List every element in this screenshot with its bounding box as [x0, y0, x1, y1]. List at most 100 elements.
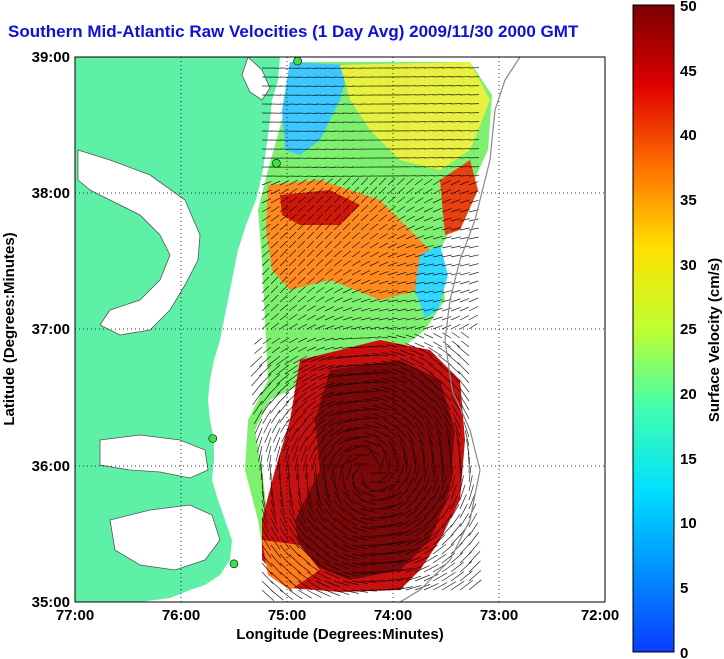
velocity-vector — [441, 514, 453, 528]
velocity-vector — [324, 535, 339, 546]
velocity-vector — [289, 346, 299, 353]
velocity-vector — [351, 204, 360, 213]
velocity-vector — [405, 575, 422, 582]
y-tick-labels: 39:00 38:00 37:00 36:00 35:00 — [32, 49, 70, 611]
velocity-vector — [369, 261, 380, 267]
velocity-vector — [387, 224, 397, 231]
velocity-vector — [432, 466, 437, 483]
velocity-vector — [278, 400, 290, 414]
velocity-vector — [451, 332, 461, 339]
velocity-vector — [324, 249, 333, 258]
velocity-field-red-mid — [280, 190, 360, 225]
velocity-vector — [381, 377, 398, 384]
velocity-vector — [288, 304, 298, 312]
velocity-vector — [288, 526, 299, 541]
velocity-vector — [306, 231, 315, 240]
velocity-vector — [261, 303, 270, 312]
velocity-vector — [433, 332, 443, 339]
velocity-vector — [263, 418, 272, 434]
velocity-vector — [333, 571, 350, 578]
velocity-vector — [312, 418, 326, 430]
velocity-vector — [258, 445, 263, 462]
velocity-vector — [414, 244, 425, 249]
velocity-vector — [333, 499, 345, 513]
velocity-vector — [396, 432, 407, 447]
velocity-vector — [446, 430, 452, 447]
colorbar-tick: 35 — [680, 192, 697, 209]
velocity-vector — [315, 589, 331, 597]
velocity-vector — [378, 533, 395, 537]
velocity-vector — [387, 457, 391, 474]
velocity-vector — [433, 414, 443, 429]
velocity-vector — [468, 522, 479, 537]
velocity-vector — [291, 436, 299, 452]
velocity-vector — [372, 388, 389, 393]
velocity-vector — [342, 562, 359, 568]
velocity-vector — [432, 572, 448, 582]
velocity-vector — [288, 249, 297, 258]
velocity-vector — [423, 342, 434, 348]
velocity-vector — [468, 263, 479, 267]
velocity-vector — [405, 334, 416, 339]
velocity-vector — [324, 526, 338, 538]
velocity-vector — [297, 346, 308, 352]
velocity-vector — [306, 213, 315, 222]
velocity-vector — [369, 289, 380, 294]
velocity-vector — [254, 346, 263, 354]
velocity-vector — [306, 240, 315, 249]
velocity-vector — [459, 542, 472, 555]
velocity-vector — [378, 252, 389, 258]
velocity-vector — [333, 204, 342, 213]
velocity-vector — [256, 436, 263, 453]
velocity-vector — [450, 298, 461, 303]
velocity-vector — [372, 353, 389, 357]
velocity-vector — [412, 448, 416, 465]
velocity-vector — [423, 254, 434, 258]
velocity-vector — [363, 354, 380, 357]
velocity-vector — [270, 276, 279, 285]
velocity-vector — [450, 217, 461, 222]
velocity-vector — [297, 196, 307, 204]
velocity-vector — [322, 463, 326, 480]
velocity-vector — [333, 250, 342, 258]
velocity-vector — [276, 373, 290, 385]
velocity-vector — [405, 215, 415, 222]
velocity-vector — [261, 499, 267, 516]
velocity-vector — [414, 281, 425, 285]
velocity-vector — [378, 214, 388, 222]
velocity-vector — [381, 394, 398, 402]
velocity-vector — [288, 267, 297, 276]
velocity-vector — [423, 197, 433, 204]
velocity-field-darkred — [295, 360, 455, 580]
velocity-vector — [414, 506, 427, 519]
velocity-vector — [306, 196, 315, 204]
velocity-vector — [297, 535, 310, 549]
velocity-vector — [261, 223, 271, 231]
velocity-vector — [324, 508, 336, 522]
velocity-vector — [378, 223, 388, 231]
velocity-vector — [294, 391, 308, 403]
velocity-vector — [414, 536, 429, 546]
velocity-vector — [450, 504, 460, 519]
velocity-vector — [369, 214, 378, 222]
velocity-vector — [310, 382, 326, 391]
velocity-vector — [279, 589, 294, 600]
velocity-vector — [457, 353, 470, 366]
velocity-vector — [441, 533, 454, 546]
velocity-vector — [306, 286, 316, 294]
velocity-vector — [378, 308, 389, 312]
velocity-vector — [260, 391, 272, 405]
velocity-vector — [342, 231, 351, 240]
velocity-vector — [261, 232, 271, 240]
velocity-vector — [432, 188, 442, 195]
velocity-vector — [351, 250, 361, 258]
velocity-vector — [288, 499, 295, 516]
velocity-vector — [442, 332, 452, 339]
velocity-vector — [315, 305, 325, 312]
velocity-vector — [381, 386, 398, 393]
velocity-vector — [265, 436, 272, 453]
velocity-vector — [411, 390, 425, 402]
velocity-vector — [351, 580, 368, 584]
velocity-vector — [405, 308, 416, 312]
velocity-vector — [279, 205, 289, 213]
